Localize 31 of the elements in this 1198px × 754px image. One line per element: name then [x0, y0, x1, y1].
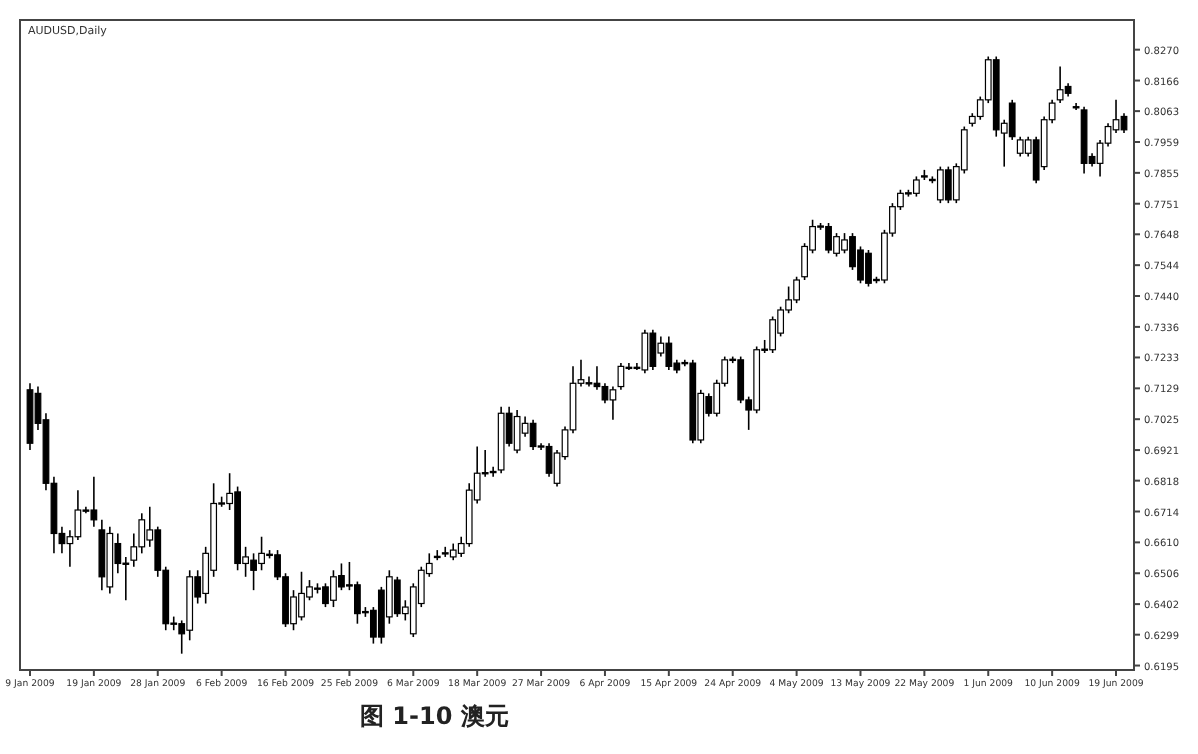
candlestick [936, 165, 944, 204]
candlestick [665, 335, 673, 371]
candlestick [322, 582, 329, 608]
candlestick [585, 375, 593, 388]
candlestick [98, 519, 106, 591]
candlestick [737, 355, 745, 404]
candlestick [258, 535, 265, 572]
candlestick [865, 249, 872, 288]
candlestick [641, 329, 649, 374]
candlestick [433, 549, 441, 561]
candlestick [330, 569, 337, 608]
candlestick [601, 382, 609, 404]
candlestick [912, 175, 920, 198]
candlestick [609, 385, 617, 421]
candlestick [250, 552, 257, 591]
candlestick [649, 329, 657, 371]
candlestick [354, 580, 361, 625]
candlestick [529, 418, 537, 451]
candlestick [1008, 99, 1016, 141]
caption: 图 1-10 澳元 [360, 702, 509, 730]
candlestick [1016, 135, 1024, 158]
candlestick [298, 570, 305, 622]
candlestick [617, 362, 625, 391]
candlestick [833, 232, 840, 258]
candlestick [825, 222, 832, 255]
candlestick [90, 475, 98, 528]
candlestick [793, 275, 800, 304]
candlestick [769, 315, 777, 354]
candlestick [393, 576, 401, 618]
candlestick [944, 165, 952, 204]
candlestick [513, 409, 521, 455]
